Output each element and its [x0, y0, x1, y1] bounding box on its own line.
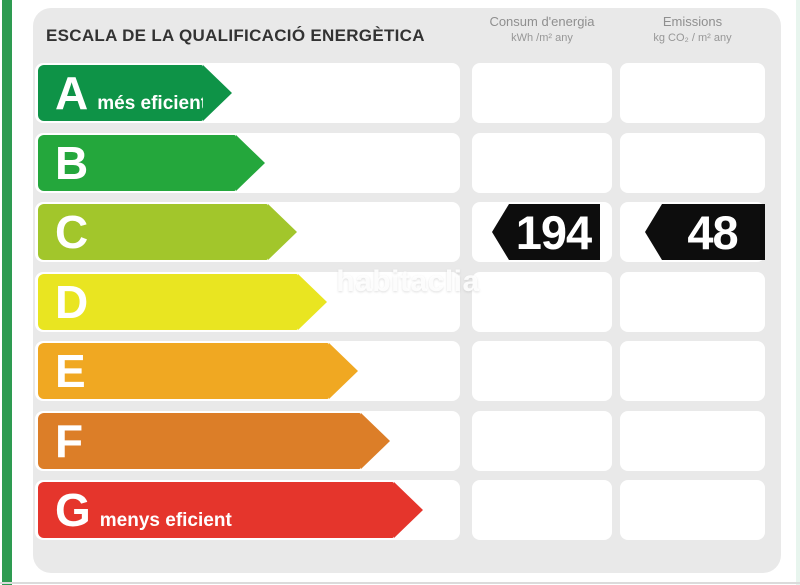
rating-card: ESCALA DE LA QUALIFICACIÓ ENERGÈTICA Con…: [33, 8, 781, 573]
band-letter: F: [55, 414, 84, 467]
band-letter: C: [55, 206, 89, 258]
consum-badge-value: 194: [515, 205, 592, 259]
band-row-d: D: [33, 271, 781, 332]
consum-column-unit: kWh /m² any: [511, 32, 573, 44]
band-arrow: A més eficient: [38, 65, 232, 121]
scale-rows: A més eficient B C 194: [33, 63, 781, 550]
band-letter: E: [55, 345, 86, 397]
consum-cell: [472, 271, 612, 332]
band-row-e: E: [33, 341, 781, 401]
band-letter: A: [55, 67, 89, 119]
emissions-column-header: Emissions kg CO₂ / m² any: [620, 14, 765, 44]
bottom-edge-line: [0, 582, 800, 584]
band-letter: B: [55, 136, 89, 189]
consum-cell: [472, 341, 612, 401]
emissions-cell: [620, 480, 765, 540]
consum-column-header: Consum d'energia kWh /m² any: [472, 14, 612, 44]
band-arrow: B: [38, 134, 265, 191]
consum-badge: 194: [492, 204, 600, 260]
band-row-g: G menys eficient: [33, 480, 781, 540]
consum-cell: [472, 132, 612, 193]
emissions-cell: [620, 271, 765, 332]
emissions-cell: [620, 132, 765, 193]
band-label: menys eficient: [99, 510, 232, 531]
emissions-column-unit: kg CO₂ / m² any: [653, 32, 732, 44]
consum-cell: [472, 63, 612, 123]
consum-cell: [472, 480, 612, 540]
band-label: més eficient: [97, 93, 208, 114]
emissions-badge-value: 48: [687, 205, 738, 259]
band-arrow: F: [38, 412, 390, 469]
band-row-f: F: [33, 410, 781, 471]
emissions-cell: [620, 341, 765, 401]
band-letter: G: [55, 484, 91, 536]
band-letter: D: [55, 275, 89, 328]
emissions-column-title: Emissions: [662, 14, 723, 29]
consum-column-title: Consum d'energia: [489, 14, 595, 29]
band-row-c: C 194 48: [33, 202, 781, 262]
band-row-b: B: [33, 132, 781, 193]
emissions-badge: 48: [645, 204, 765, 260]
consum-cell: [472, 410, 612, 471]
right-edge-line: [796, 0, 800, 585]
band-arrow: C: [38, 204, 297, 260]
band-arrow: D: [38, 273, 327, 330]
band-arrow: E: [38, 343, 358, 399]
left-accent-bar: [2, 0, 12, 585]
emissions-cell: [620, 410, 765, 471]
band-row-a: A més eficient: [33, 63, 781, 123]
band-arrow: G menys eficient: [38, 482, 423, 538]
emissions-cell: [620, 63, 765, 123]
page-title: ESCALA DE LA QUALIFICACIÓ ENERGÈTICA: [46, 26, 425, 45]
